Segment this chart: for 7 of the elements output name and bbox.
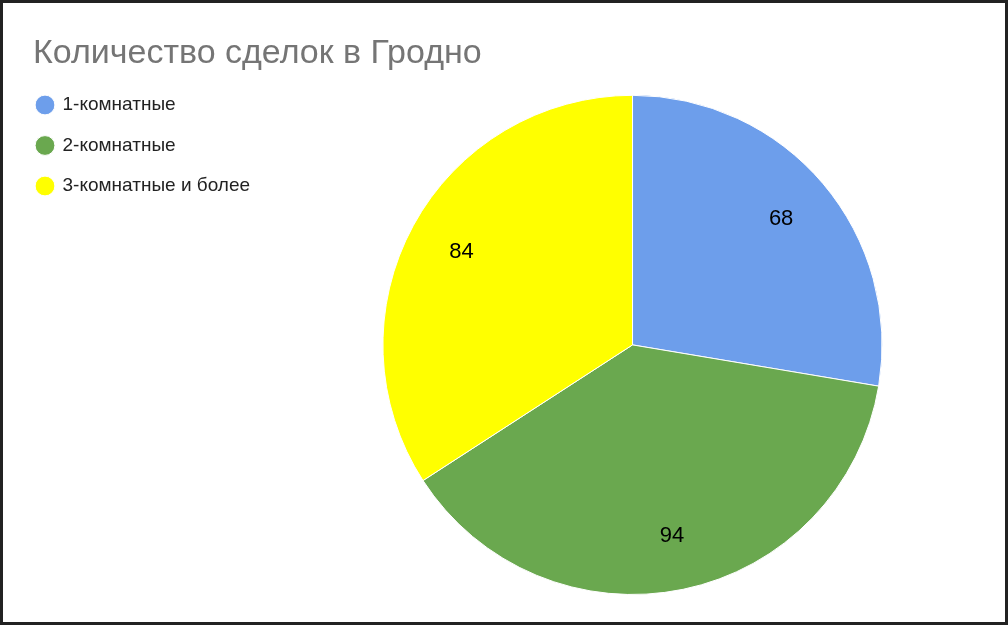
data-label: 94: [659, 521, 685, 547]
legend-label: 3-комнатные и более: [62, 174, 251, 196]
legend-label: 2-комнатные: [62, 133, 176, 155]
chart-title: Количество сделок в Гродно: [33, 31, 482, 70]
data-label: 68: [768, 205, 794, 231]
data-label: 84: [449, 237, 474, 263]
legend-label: 1-комнатные: [62, 93, 176, 115]
